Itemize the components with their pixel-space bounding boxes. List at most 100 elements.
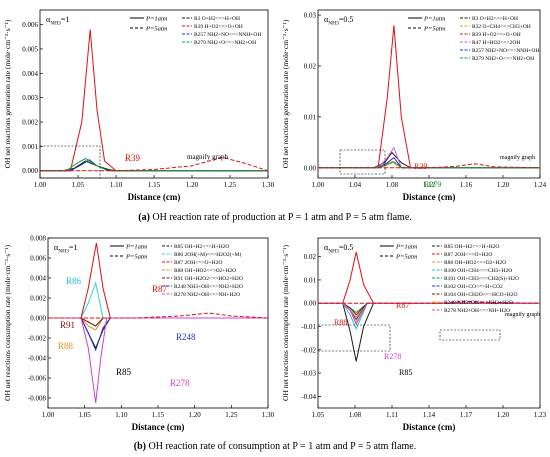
y-tick-label: 0.001 [22, 143, 38, 151]
legend-entry: R248 NH3+OH<=>NH2+H2O [444, 300, 513, 306]
series-line [318, 300, 541, 304]
legend-entry: R91 OH+H2O2<=>HO2+H2O [174, 276, 243, 282]
legend-entry: P=5atm [423, 26, 446, 33]
annotation: R279 [424, 180, 441, 189]
panel-label: αNH3=0.5 [324, 15, 353, 27]
x-tick-label: 1.05 [312, 411, 325, 419]
x-tick-label: 1.23 [534, 411, 547, 419]
x-axis-label: Distance (cm) [403, 192, 456, 202]
x-tick-label: 1.05 [79, 411, 92, 419]
annotation: R39 [125, 153, 141, 163]
annotation: magnify graph [505, 311, 540, 318]
panel-label-main: α [46, 15, 51, 24]
x-tick-label: 1.00 [312, 181, 325, 189]
panel-label: αNH3=1 [46, 15, 69, 27]
y-tick-label: 0.000 [30, 315, 46, 323]
x-tick-label: 1.20 [189, 411, 202, 419]
x-tick-label: 1.15 [152, 411, 165, 419]
chart-b-left: 1.00 1.05 1.10 1.15 1.20 1.25 1.30 -0.008 -0.006… [3, 235, 275, 433]
panel-label-main: α [54, 243, 59, 252]
x-tick-label: 1.12 [423, 181, 436, 189]
legend-entry: R104 OH+CH2O<=>HCO+H2O [444, 292, 517, 298]
legend-entry: P=1atm [125, 244, 148, 251]
panel-label-value: =0.5 [339, 243, 354, 252]
x-tick-label: 1.05 [72, 181, 85, 189]
legend-entry: R279 NH2+O<=>NH2+OH [194, 40, 256, 46]
y-tick-label: 0.02 [304, 253, 317, 261]
y-tick-label: 0.006 [22, 21, 38, 29]
series-line [48, 317, 268, 404]
x-axis-label: Distance (cm) [132, 422, 185, 432]
x-tick-label: 1.15 [148, 181, 161, 189]
y-tick-label: 0.004 [22, 70, 38, 78]
y-tick-label: -0.004 [28, 355, 47, 363]
panel-label-main: α [324, 243, 329, 252]
caption-a-prefix: (a) [138, 212, 150, 223]
y-tick-label: -0.01 [301, 323, 316, 331]
legend-entry: R257 NH2+NO<=>NNH+OH [472, 48, 539, 54]
panel-label-sub: NH3 [328, 249, 339, 255]
x-axis-label: Distance (cm) [403, 422, 456, 432]
y-tick-label: 0.006 [30, 255, 46, 263]
legend-entry: R47 H+HO2<=>2OH [472, 40, 520, 46]
annotation: R87 [396, 301, 409, 310]
legend-entry: R39 H+O2<=>O+OH [472, 32, 521, 38]
annotation: R248 [176, 332, 196, 342]
x-tick-label: 1.04 [349, 181, 362, 189]
x-tick-label: 1.20 [186, 181, 199, 189]
series-line [318, 25, 540, 169]
caption-a-text: OH reaction rate of production at P = 1 … [152, 212, 412, 223]
annotation: R85 [399, 368, 412, 377]
y-tick-label: 0.005 [22, 45, 38, 53]
panel-label-value: =1 [69, 243, 78, 252]
x-tick-label: 1.11 [386, 411, 398, 419]
y-tick-label: 0.002 [22, 119, 38, 127]
legend-entry: R3 O+H2<=>H+OH [194, 16, 240, 22]
magnify-box [39, 145, 101, 179]
y-axis-label: OH net reactions generation rate (mole·c… [281, 19, 290, 168]
y-tick-label: 0.003 [22, 94, 38, 102]
legend-entry: R88 OH+HO2<=>O2+H2O [174, 268, 236, 274]
y-tick-label: 0.00 [304, 164, 317, 172]
legend-entry: R100 OH+CH4<=>CH3+H2O [444, 268, 512, 274]
x-tick-label: 1.08 [349, 411, 362, 419]
x-tick-label: 1.24 [534, 181, 547, 189]
legend-entry: R85 OH+H2<=>H+H2O [174, 244, 229, 250]
y-axis-label: OH net reactions generation rate (mole·c… [3, 19, 12, 168]
x-tick-label: 1.00 [42, 411, 55, 419]
annotation: R85 [116, 367, 132, 377]
panel-label-sub: NH3 [58, 249, 69, 255]
legend-entry: R3 O+H2<=>H+OH [472, 16, 518, 22]
legend-entry: R87 2OH<=>O+H2O [174, 260, 222, 266]
legend-entry: P=5atm [145, 26, 168, 33]
annotation: R87 [152, 284, 168, 294]
chart-a-right: 1.00 1.04 1.08 1.12 1.16 1.20 1.24 0.00 0.01 0.02… [281, 9, 547, 202]
x-tick-label: 1.17 [460, 411, 473, 419]
legend-entry: R87 2OH<=>O+H2O [444, 252, 492, 258]
y-tick-label: -0.03 [301, 370, 316, 378]
legend-entry: R85 OH+H2<=>H+H2O [444, 244, 499, 250]
y-axis-label: OH net reactions consumption rate (mole·… [3, 245, 12, 401]
magnify-box [439, 329, 501, 341]
panel-label: αNH3=0.5 [324, 243, 353, 255]
x-tick-label: 1.30 [262, 411, 275, 419]
x-tick-label: 1.00 [34, 181, 47, 189]
legend-entry: R32 O+CH4<=>CH3+OH [472, 24, 531, 30]
series-line [40, 156, 269, 172]
series-line [318, 163, 541, 169]
x-tick-label: 1.10 [110, 181, 123, 189]
y-tick-label: 0.002 [30, 295, 46, 303]
legend-entry: R102 OH+CO<=>H+CO2 [444, 284, 503, 290]
annotation: R88 [334, 318, 347, 327]
x-tick-label: 1.25 [225, 411, 238, 419]
legend-entry: P=5atm [395, 254, 418, 261]
legend-entry: R101 OH+CH3<=>CH2(S)+H2O [444, 275, 519, 282]
chart-a-left: 1.00 1.05 1.10 1.15 1.20 1.25 1.30 0.000 0.001 0.… [3, 9, 275, 202]
magnify-box [339, 149, 386, 175]
x-tick-label: 1.14 [423, 411, 436, 419]
legend-entry: R248 NH3+OH<=>NH2+H2O [174, 284, 243, 290]
panel-label-sub: NH3 [50, 21, 61, 27]
panel-label: αNH3=1 [54, 243, 77, 255]
y-tick-label: 0.008 [30, 235, 46, 243]
series-line [40, 29, 268, 172]
